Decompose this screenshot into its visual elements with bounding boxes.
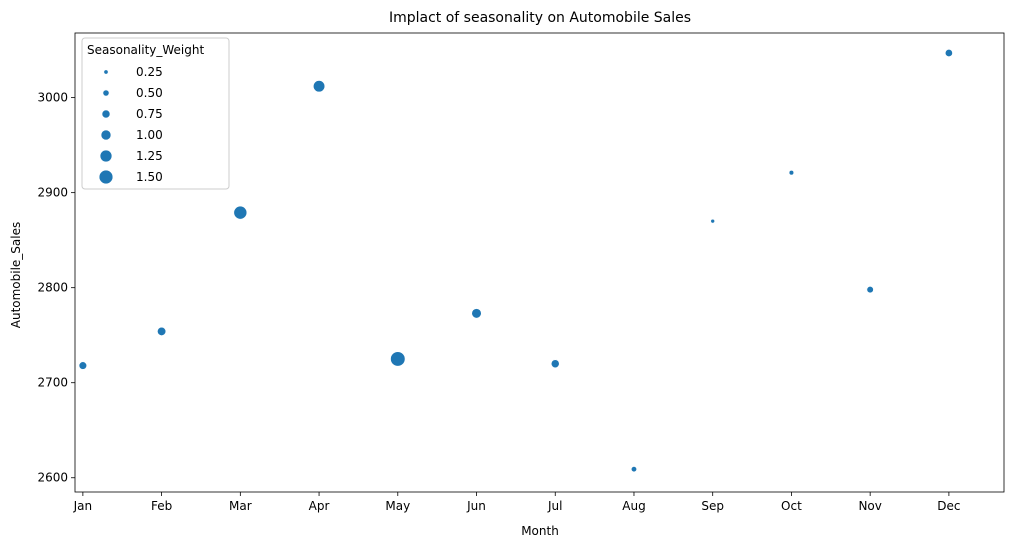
data-point-nov xyxy=(866,285,874,294)
legend-marker xyxy=(98,169,114,185)
x-tick-label: Jul xyxy=(547,499,562,513)
x-tick-label: Dec xyxy=(937,499,960,513)
x-tick-label: Apr xyxy=(309,499,330,513)
legend-box xyxy=(81,37,230,190)
x-tick-label: May xyxy=(385,499,410,513)
x-tick-label: Mar xyxy=(229,499,252,513)
legend-label: 0.50 xyxy=(136,86,163,100)
legend-items: 0.25 0.50 0.75 1.00 1.25 1.50 xyxy=(98,65,163,185)
data-point-sep xyxy=(710,218,715,224)
y-tick-label: 2900 xyxy=(37,186,68,200)
data-point-jul xyxy=(550,359,560,369)
data-point-mar xyxy=(233,205,248,220)
legend-title: Seasonality_Weight xyxy=(87,43,204,57)
data-point-aug xyxy=(630,466,637,473)
legend-label: 1.00 xyxy=(136,128,163,142)
y-tick-label: 3000 xyxy=(37,91,68,105)
x-tick-label: Jan xyxy=(73,499,93,513)
legend-marker xyxy=(102,89,110,97)
data-point-dec xyxy=(944,48,953,57)
legend-label: 1.25 xyxy=(136,149,163,163)
data-point-jan xyxy=(78,361,88,370)
x-tick-label: Aug xyxy=(622,499,645,513)
y-tick-label: 2600 xyxy=(37,471,68,485)
data-points xyxy=(78,48,953,473)
legend-marker xyxy=(100,129,112,141)
legend-label: 1.50 xyxy=(136,170,163,184)
data-point-apr xyxy=(312,80,326,93)
data-point-jun xyxy=(471,308,482,319)
data-point-may xyxy=(390,351,406,367)
legend-marker xyxy=(101,109,111,119)
x-tick-label: Feb xyxy=(151,499,172,513)
x-tick-label: Oct xyxy=(781,499,802,513)
x-axis-label: Month xyxy=(521,524,559,538)
x-axis-ticks: Jan Feb Mar Apr May Jun Jul Aug Sep Oct Nov Dec xyxy=(73,492,961,513)
y-tick-label: 2800 xyxy=(37,281,68,295)
legend: Seasonality_Weight 0.25 0.50 0.75 1.00 1.25 1… xyxy=(81,37,230,190)
x-tick-label: Nov xyxy=(858,499,881,513)
x-tick-label: Sep xyxy=(701,499,724,513)
chart-title: Implact of seasonality on Automobile Sal… xyxy=(389,10,691,26)
legend-label: 0.25 xyxy=(136,65,163,79)
legend-label: 0.75 xyxy=(136,107,163,121)
legend-marker xyxy=(103,69,109,75)
data-point-oct xyxy=(788,170,795,176)
plot-frame xyxy=(74,32,1005,493)
y-axis-ticks: 2600 2700 2800 2900 3000 xyxy=(37,91,75,485)
y-axis-label: Automobile_Sales xyxy=(9,222,23,329)
x-tick-label: Jun xyxy=(466,499,486,513)
data-point-feb xyxy=(157,326,167,336)
legend-marker xyxy=(99,149,113,163)
y-tick-label: 2700 xyxy=(37,376,68,390)
